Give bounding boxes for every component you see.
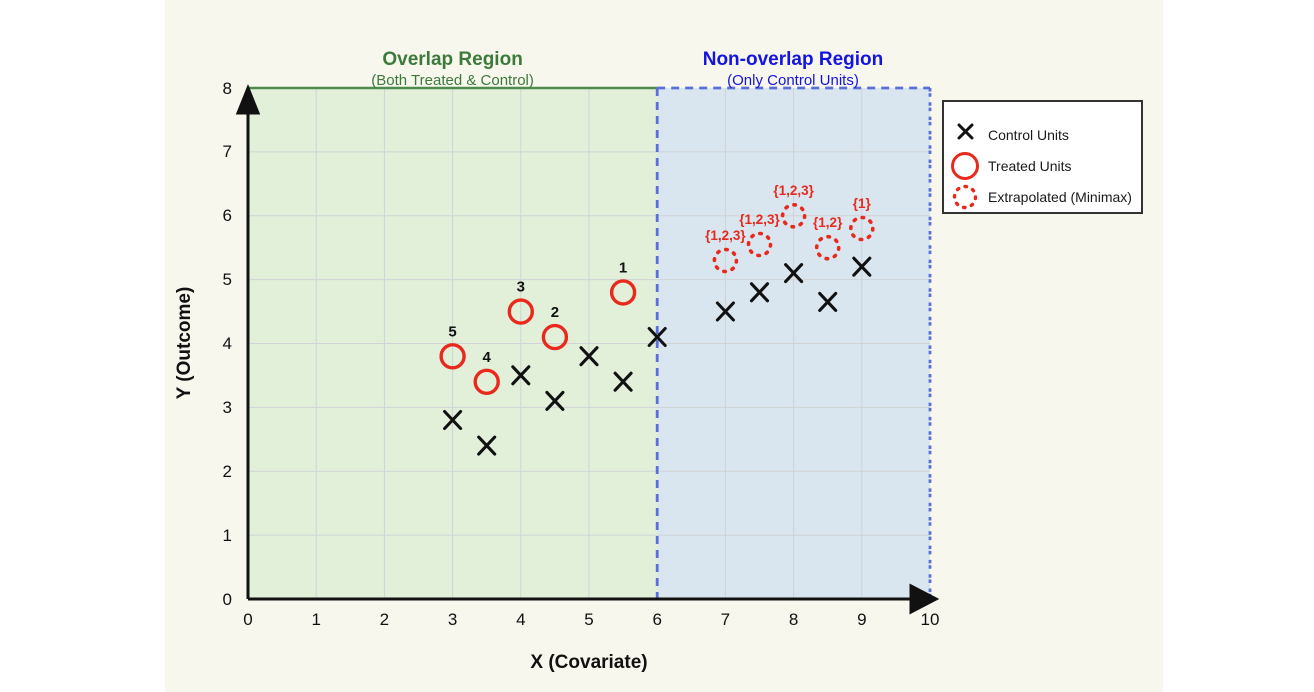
svg-text:{1,2,3}: {1,2,3} (773, 183, 814, 198)
svg-text:X (Covariate): X (Covariate) (530, 652, 647, 673)
svg-text:5: 5 (223, 270, 232, 289)
svg-text:1: 1 (223, 526, 232, 545)
svg-text:2: 2 (380, 610, 389, 629)
svg-text:9: 9 (857, 610, 866, 629)
svg-text:6: 6 (223, 206, 232, 225)
svg-text:{1}: {1} (853, 196, 872, 211)
svg-text:Non-overlap Region: Non-overlap Region (703, 49, 884, 70)
svg-text:{1,2}: {1,2} (813, 215, 843, 230)
svg-text:2: 2 (223, 462, 232, 481)
svg-text:1: 1 (619, 260, 627, 277)
svg-text:Control Units: Control Units (988, 127, 1069, 143)
svg-text:1: 1 (311, 610, 320, 629)
svg-text:5: 5 (584, 610, 593, 629)
svg-text:3: 3 (517, 279, 525, 296)
svg-text:Treated Units: Treated Units (988, 158, 1072, 174)
svg-text:10: 10 (921, 610, 940, 629)
svg-text:5: 5 (448, 323, 456, 340)
svg-text:(Both Treated & Control): (Both Treated & Control) (371, 72, 534, 89)
svg-text:0: 0 (223, 590, 232, 609)
svg-text:Extrapolated (Minimax): Extrapolated (Minimax) (988, 189, 1132, 205)
svg-text:8: 8 (789, 610, 798, 629)
svg-text:Y (Outcome): Y (Outcome) (174, 287, 195, 400)
svg-text:0: 0 (243, 610, 252, 629)
svg-text:8: 8 (223, 79, 232, 98)
svg-text:{1,2,3}: {1,2,3} (705, 228, 746, 243)
svg-text:Overlap Region: Overlap Region (382, 49, 522, 70)
svg-text:7: 7 (721, 610, 730, 629)
svg-text:{1,2,3}: {1,2,3} (739, 212, 780, 227)
svg-text:6: 6 (652, 610, 661, 629)
svg-text:4: 4 (483, 349, 492, 366)
svg-text:(Only Control Units): (Only Control Units) (727, 72, 859, 89)
svg-text:3: 3 (448, 610, 457, 629)
svg-text:4: 4 (516, 610, 525, 629)
svg-text:2: 2 (551, 304, 559, 321)
svg-text:4: 4 (223, 334, 232, 353)
svg-text:7: 7 (223, 142, 232, 161)
svg-text:3: 3 (223, 398, 232, 417)
